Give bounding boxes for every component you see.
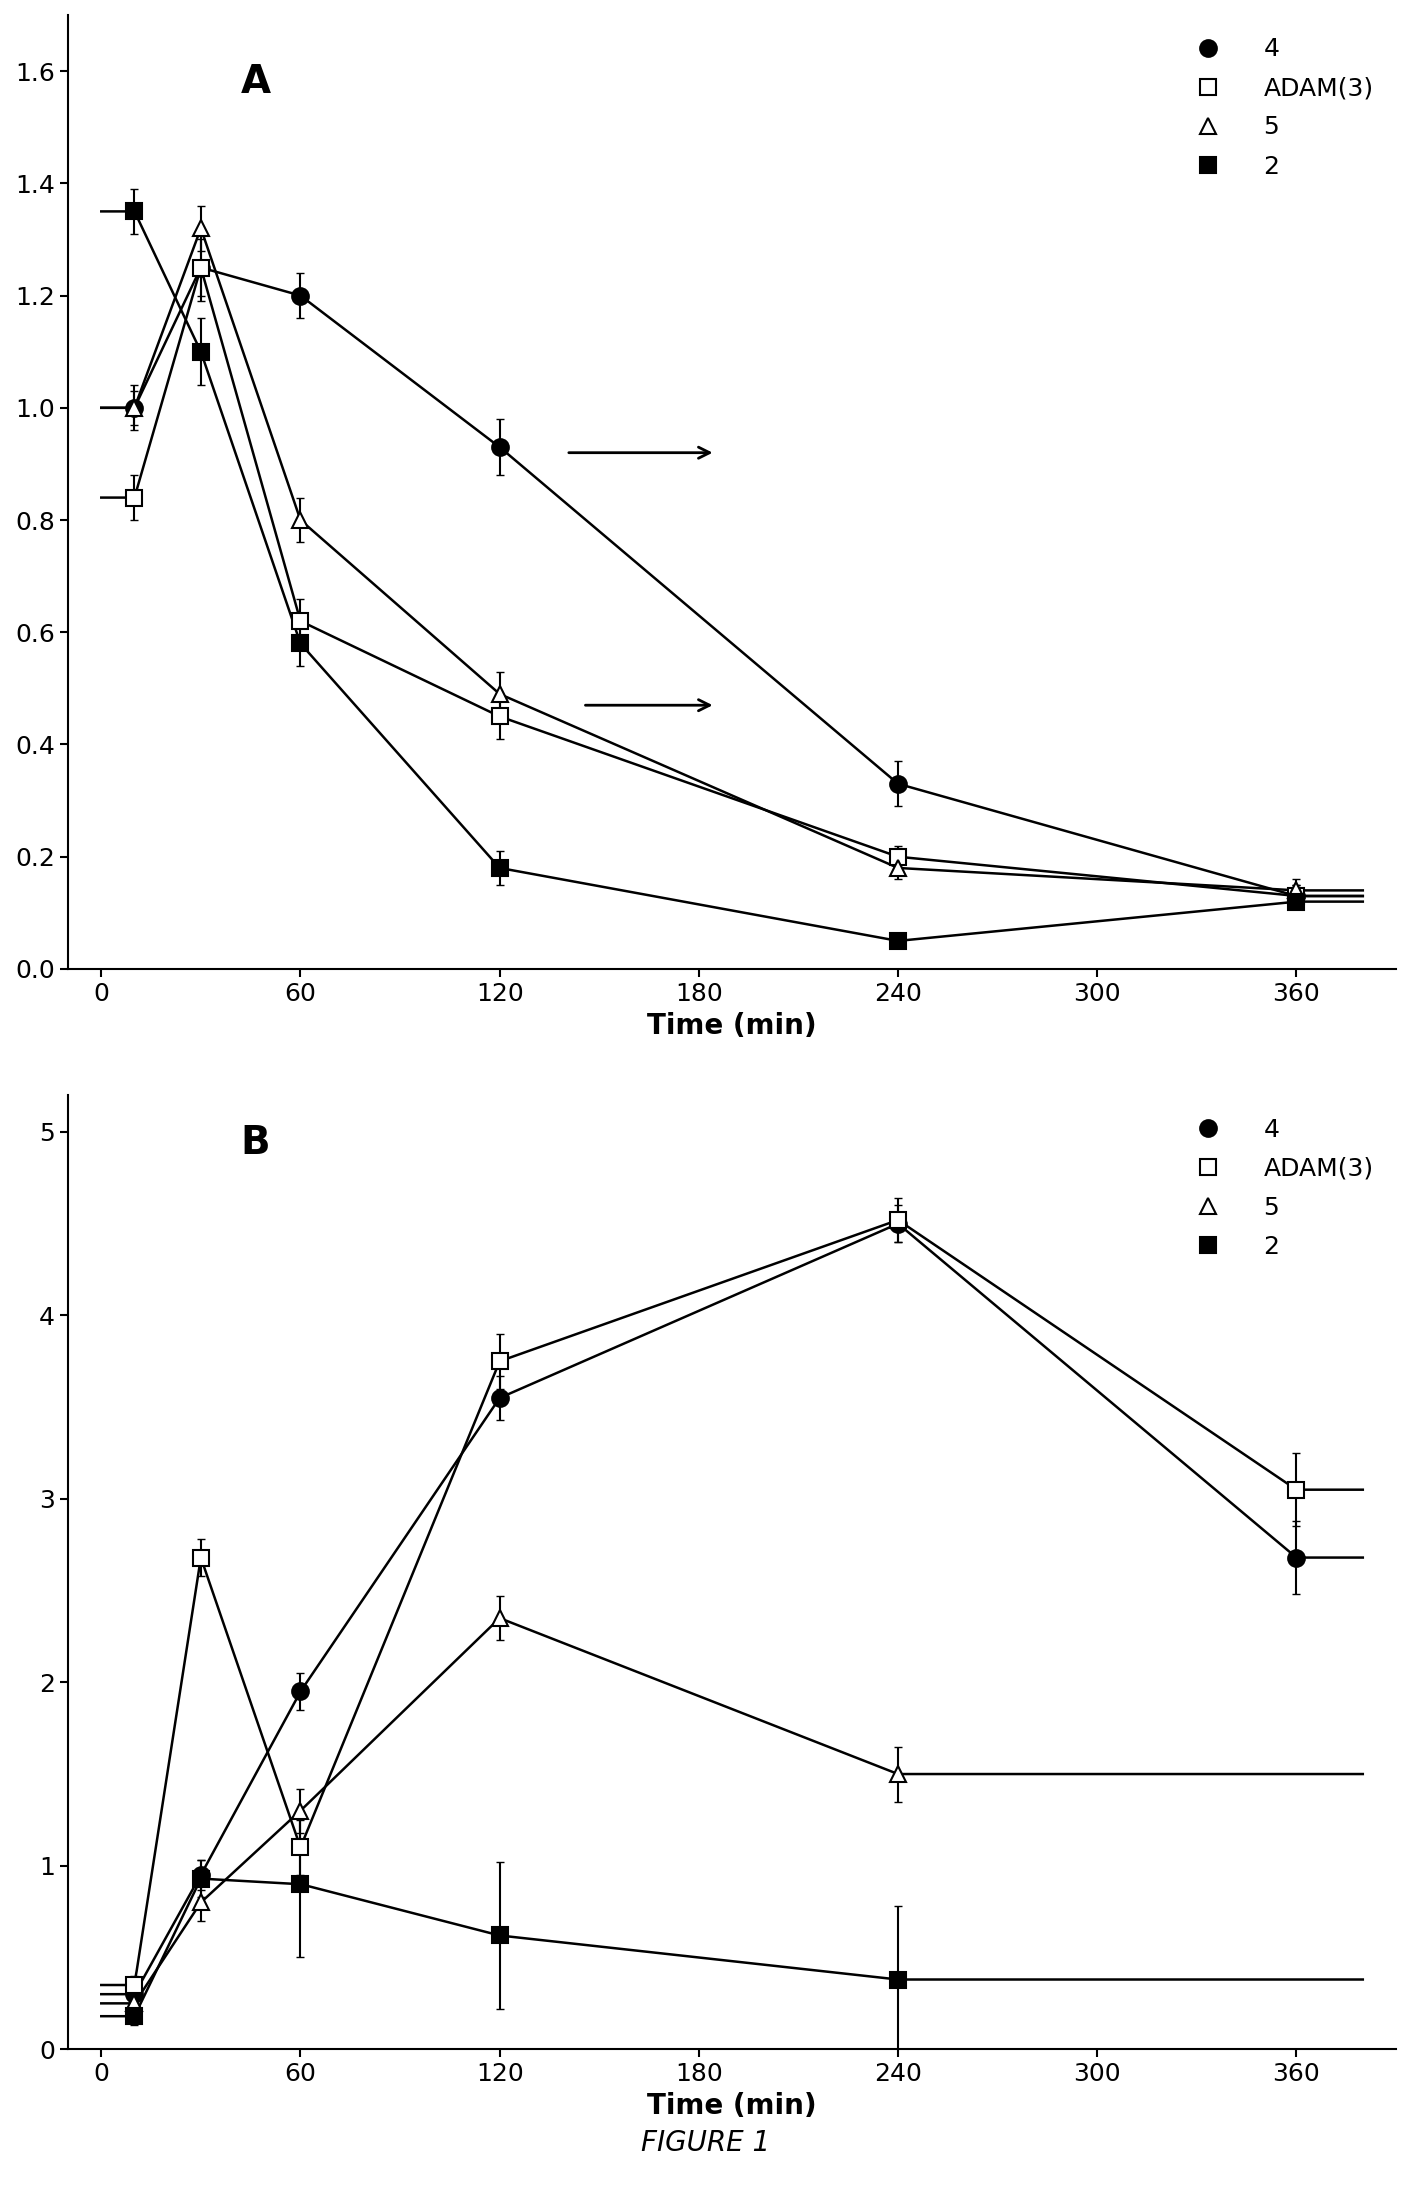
Text: A: A — [241, 62, 271, 101]
Text: B: B — [241, 1125, 271, 1162]
Legend: 4, ADAM(3), 5, 2: 4, ADAM(3), 5, 2 — [1174, 1107, 1384, 1268]
Legend: 4, ADAM(3), 5, 2: 4, ADAM(3), 5, 2 — [1174, 26, 1384, 189]
X-axis label: Time (min): Time (min) — [648, 2091, 817, 2120]
Text: FIGURE 1: FIGURE 1 — [641, 2128, 770, 2157]
X-axis label: Time (min): Time (min) — [648, 1012, 817, 1039]
